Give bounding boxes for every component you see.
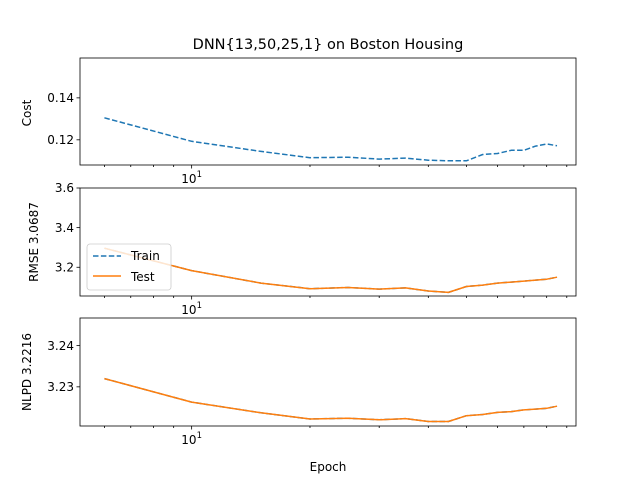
- nlpd-panel: NLPD 3.2216 101 3.233.24: [20, 317, 577, 447]
- cost-series-line-0: [104, 117, 558, 162]
- rmse-y-tick-label: 3.4: [55, 221, 74, 235]
- rmse-y-tick-label: 3.6: [55, 181, 74, 195]
- rmse-panel: RMSE 3.0687 101 3.23.43.6 Train Test: [27, 181, 577, 317]
- cost-series-group: [104, 117, 558, 162]
- legend-train-label: Train: [130, 249, 160, 263]
- legend: Train Test: [86, 243, 172, 291]
- rmse-series-group: [104, 247, 558, 294]
- cost-yticks: 0.12 0.14: [47, 91, 80, 147]
- chart-title: DNN{13,50,25,1} on Boston Housing: [193, 37, 464, 53]
- legend-test-label: Test: [130, 270, 155, 284]
- nlpd-ylabel: NLPD 3.2216: [20, 333, 34, 411]
- nlpd-test-line-1: [104, 377, 558, 423]
- cost-panel: Cost 101 0.120.14: [20, 57, 577, 186]
- rmse-ylabel: RMSE 3.0687: [27, 202, 41, 282]
- nlpd-y-tick-label: 3.23: [47, 380, 74, 394]
- nlpd-y-tick-label: 3.24: [47, 339, 74, 353]
- rmse-test-line-1: [104, 247, 558, 294]
- cost-y-tick-label: 0.12: [47, 133, 74, 147]
- rmse-plot-frame: [79, 187, 577, 297]
- nlpd-plot-frame: [79, 317, 577, 427]
- x-axis-label: Epoch: [310, 460, 347, 474]
- cost-plot-frame: [79, 57, 577, 166]
- legend-box: [86, 243, 172, 291]
- nlpd-yticks: 3.23 3.24: [47, 339, 80, 394]
- cost-y-tick-label: 0.14: [47, 91, 74, 105]
- nlpd-series-group: [104, 377, 558, 423]
- rmse-y-tick-label: 3.2: [55, 260, 74, 274]
- cost-ylabel: Cost: [20, 99, 34, 126]
- rmse-yticks: 3.2 3.4 3.6: [55, 181, 80, 274]
